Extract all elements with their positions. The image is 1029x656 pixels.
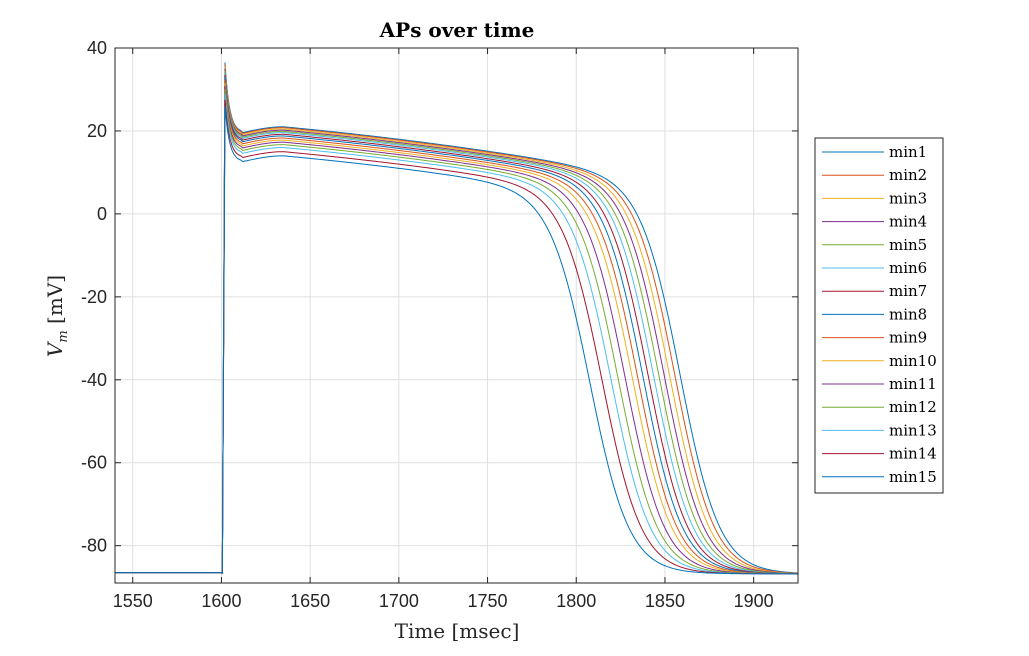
x-tick-label: 1650 bbox=[290, 591, 330, 611]
legend-label-min15: min15 bbox=[889, 468, 937, 486]
legend-items: min1 min2 min3 min4 min5 min6 min7 min8 min9 min1… bbox=[822, 143, 937, 486]
legend-box bbox=[814, 137, 944, 494]
series-line-min10 bbox=[115, 82, 798, 575]
x-tick-label: 1750 bbox=[468, 591, 508, 611]
x-axis-label: Time [msec] bbox=[395, 619, 520, 643]
legend-label-min8: min8 bbox=[889, 305, 927, 323]
legend-label-min3: min3 bbox=[889, 189, 927, 207]
x-tick-label: 1550 bbox=[113, 591, 153, 611]
y-tick-label: 40 bbox=[87, 38, 107, 58]
y-tick-label: -40 bbox=[81, 370, 107, 390]
legend-label-min1: min1 bbox=[889, 143, 927, 161]
series-line-min12 bbox=[115, 89, 799, 575]
legend-label-min12: min12 bbox=[889, 398, 937, 416]
y-tick-label: -80 bbox=[81, 536, 107, 556]
legend-label-min7: min7 bbox=[889, 282, 927, 300]
x-tick-label: 1850 bbox=[645, 591, 685, 611]
y-tick-label: 0 bbox=[97, 204, 107, 224]
y-tick-label: 20 bbox=[87, 121, 107, 141]
legend-label-min5: min5 bbox=[889, 236, 927, 254]
x-tick-label: 1900 bbox=[734, 591, 774, 611]
y-tick-label: -60 bbox=[81, 453, 107, 473]
y-axis-label: Vm [mV] bbox=[43, 275, 71, 357]
series-line-min3 bbox=[115, 66, 799, 575]
axes-background bbox=[115, 48, 798, 583]
series-line-min6 bbox=[115, 72, 799, 575]
legend-label-min4: min4 bbox=[889, 213, 927, 231]
y-axis-label-sub: m bbox=[56, 330, 71, 342]
series-line-min9 bbox=[115, 79, 799, 575]
legend-label-min13: min13 bbox=[889, 421, 937, 439]
x-tick-label: 1600 bbox=[201, 591, 241, 611]
series-line-min5 bbox=[115, 70, 799, 575]
y-tick-label: -20 bbox=[81, 287, 107, 307]
series-line-min7 bbox=[115, 74, 799, 575]
series-line-min13 bbox=[115, 93, 798, 575]
series-line-min8 bbox=[115, 76, 799, 575]
chart-title: APs over time bbox=[379, 18, 535, 42]
series-line-min11 bbox=[115, 86, 799, 575]
series-line-min14 bbox=[115, 99, 798, 575]
y-axis-label-unit: [mV] bbox=[43, 275, 67, 330]
x-tick-label: 1700 bbox=[379, 591, 419, 611]
legend-label-min10: min10 bbox=[889, 352, 937, 370]
y-axis-label-main: V bbox=[43, 340, 67, 357]
series-line-min2 bbox=[115, 64, 799, 575]
legend-label-min6: min6 bbox=[889, 259, 927, 277]
series-layer bbox=[115, 62, 799, 575]
series-line-min4 bbox=[115, 68, 799, 575]
legend: min1 min2 min3 min4 min5 min6 min7 min8 min9 min1… bbox=[814, 137, 944, 494]
legend-label-min14: min14 bbox=[889, 445, 937, 463]
plot-area: 1550 1600 1650 1700 1750 1800 1850 1900 40 20 0 -20… bbox=[81, 38, 799, 611]
series-line-min15 bbox=[115, 106, 798, 575]
x-tick-label: 1800 bbox=[556, 591, 596, 611]
series-line-min1 bbox=[115, 62, 799, 575]
legend-label-min11: min11 bbox=[889, 375, 937, 393]
axes-box bbox=[114, 47, 799, 584]
legend-label-min9: min9 bbox=[889, 329, 927, 347]
axis-ticks: 1550 1600 1650 1700 1750 1800 1850 1900 40 20 0 -20… bbox=[81, 38, 798, 611]
legend-label-min2: min2 bbox=[889, 166, 927, 184]
